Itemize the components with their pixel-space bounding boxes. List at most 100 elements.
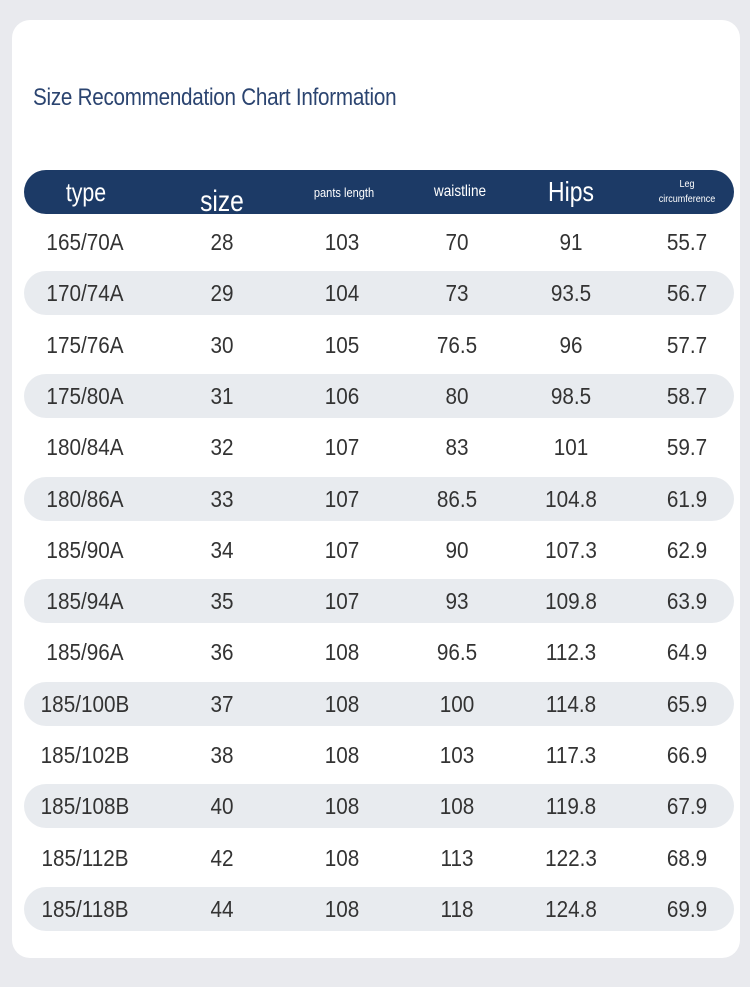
cell-leg-circumference: 62.9 bbox=[666, 536, 708, 563]
cell-type: 175/80A bbox=[46, 382, 124, 409]
table-row: 180/86A 33 107 86.5 104.8 61.9 bbox=[24, 477, 734, 521]
cell-type: 175/76A bbox=[46, 331, 124, 358]
header-size: size bbox=[200, 185, 244, 214]
cell-type: 185/118B bbox=[41, 895, 129, 922]
chart-title: Size Recommendation Chart Information bbox=[33, 84, 397, 111]
cell-pants-length: 108 bbox=[324, 638, 360, 665]
header-pants-length: pants length bbox=[313, 184, 375, 200]
cell-type: 180/84A bbox=[46, 433, 124, 460]
header-waistline: waistline bbox=[433, 183, 487, 200]
cell-size: 35 bbox=[210, 587, 234, 614]
cell-waistline: 76.5 bbox=[436, 331, 478, 358]
cell-waistline: 70 bbox=[445, 228, 469, 255]
cell-size: 34 bbox=[210, 536, 234, 563]
cell-leg-circumference: 57.7 bbox=[666, 331, 708, 358]
cell-pants-length: 108 bbox=[324, 792, 360, 819]
cell-hips: 93.5 bbox=[550, 279, 592, 306]
cell-waistline: 73 bbox=[445, 279, 469, 306]
cell-type: 185/94A bbox=[46, 587, 124, 614]
header-hips: Hips bbox=[548, 176, 594, 207]
cell-leg-circumference: 59.7 bbox=[666, 433, 708, 460]
cell-waistline: 118 bbox=[440, 895, 474, 922]
header-leg-circumference: Leg circumference bbox=[633, 170, 734, 214]
cell-waistline: 90 bbox=[445, 536, 469, 563]
cell-size: 44 bbox=[210, 895, 234, 922]
cell-pants-length: 108 bbox=[324, 690, 360, 717]
cell-leg-circumference: 67.9 bbox=[666, 792, 708, 819]
header-leg-line2: circumference bbox=[658, 194, 716, 205]
cell-pants-length: 104 bbox=[324, 279, 360, 306]
cell-hips: 109.8 bbox=[545, 587, 597, 614]
cell-hips: 91 bbox=[559, 228, 583, 255]
cell-pants-length: 107 bbox=[324, 587, 360, 614]
header-type: type bbox=[65, 176, 107, 207]
cell-size: 30 bbox=[210, 331, 234, 358]
cell-hips: 96 bbox=[559, 331, 583, 358]
cell-leg-circumference: 55.7 bbox=[666, 228, 708, 255]
cell-size: 36 bbox=[210, 638, 234, 665]
cell-size: 28 bbox=[210, 228, 234, 255]
table-row: 185/100B 37 108 100 114.8 65.9 bbox=[24, 682, 734, 726]
table-row: 185/90A 34 107 90 107.3 62.9 bbox=[24, 528, 734, 572]
cell-hips: 107.3 bbox=[545, 536, 597, 563]
cell-type: 185/100B bbox=[40, 690, 130, 717]
cell-pants-length: 105 bbox=[324, 331, 360, 358]
cell-type: 185/108B bbox=[40, 792, 130, 819]
cell-waistline: 103 bbox=[439, 741, 475, 768]
cell-size: 31 bbox=[210, 382, 234, 409]
cell-size: 42 bbox=[210, 844, 234, 871]
cell-leg-circumference: 61.9 bbox=[666, 485, 708, 512]
cell-size: 37 bbox=[210, 690, 234, 717]
cell-waistline: 113 bbox=[440, 844, 474, 871]
cell-leg-circumference: 66.9 bbox=[666, 741, 708, 768]
cell-hips: 124.8 bbox=[545, 895, 597, 922]
cell-size: 38 bbox=[210, 741, 234, 768]
cell-pants-length: 108 bbox=[324, 895, 360, 922]
cell-leg-circumference: 68.9 bbox=[666, 844, 708, 871]
cell-waistline: 100 bbox=[439, 690, 475, 717]
cell-waistline: 108 bbox=[439, 792, 475, 819]
cell-hips: 119.8 bbox=[545, 792, 597, 819]
table-header: type size pants length waistline Hips Le… bbox=[24, 170, 734, 214]
cell-pants-length: 107 bbox=[324, 485, 360, 512]
table-row: 185/96A 36 108 96.5 112.3 64.9 bbox=[24, 630, 734, 674]
cell-leg-circumference: 63.9 bbox=[666, 587, 708, 614]
cell-hips: 112.3 bbox=[545, 638, 597, 665]
cell-leg-circumference: 65.9 bbox=[666, 690, 708, 717]
cell-pants-length: 108 bbox=[324, 741, 360, 768]
cell-leg-circumference: 64.9 bbox=[666, 638, 708, 665]
cell-size: 40 bbox=[210, 792, 234, 819]
table-row: 185/102B 38 108 103 117.3 66.9 bbox=[24, 733, 734, 777]
cell-size: 33 bbox=[210, 485, 234, 512]
cell-type: 170/74A bbox=[46, 279, 124, 306]
table-row: 165/70A 28 103 70 91 55.7 bbox=[24, 220, 734, 264]
header-leg-line1: Leg bbox=[679, 179, 695, 190]
cell-hips: 117.3 bbox=[545, 741, 597, 768]
cell-leg-circumference: 69.9 bbox=[666, 895, 708, 922]
cell-waistline: 93 bbox=[445, 587, 469, 614]
table-row: 185/94A 35 107 93 109.8 63.9 bbox=[24, 579, 734, 623]
cell-pants-length: 106 bbox=[324, 382, 360, 409]
cell-waistline: 86.5 bbox=[436, 485, 478, 512]
cell-pants-length: 108 bbox=[324, 844, 360, 871]
cell-type: 185/102B bbox=[40, 741, 130, 768]
cell-pants-length: 107 bbox=[324, 433, 360, 460]
table-row: 185/118B 44 108 118 124.8 69.9 bbox=[24, 887, 734, 931]
cell-waistline: 83 bbox=[445, 433, 469, 460]
table-row: 180/84A 32 107 83 101 59.7 bbox=[24, 425, 734, 469]
cell-hips: 104.8 bbox=[545, 485, 597, 512]
table-row: 185/108B 40 108 108 119.8 67.9 bbox=[24, 784, 734, 828]
cell-type: 185/90A bbox=[46, 536, 124, 563]
cell-type: 180/86A bbox=[46, 485, 124, 512]
cell-waistline: 80 bbox=[445, 382, 469, 409]
table-row: 175/80A 31 106 80 98.5 58.7 bbox=[24, 374, 734, 418]
cell-leg-circumference: 56.7 bbox=[666, 279, 708, 306]
cell-hips: 114.8 bbox=[545, 690, 597, 717]
table-row: 185/112B 42 108 113 122.3 68.9 bbox=[24, 836, 734, 880]
cell-hips: 122.3 bbox=[545, 844, 597, 871]
table-row: 175/76A 30 105 76.5 96 57.7 bbox=[24, 323, 734, 367]
cell-hips: 101 bbox=[553, 433, 589, 460]
cell-type: 185/96A bbox=[46, 638, 124, 665]
table-row: 170/74A 29 104 73 93.5 56.7 bbox=[24, 271, 734, 315]
cell-leg-circumference: 58.7 bbox=[666, 382, 708, 409]
